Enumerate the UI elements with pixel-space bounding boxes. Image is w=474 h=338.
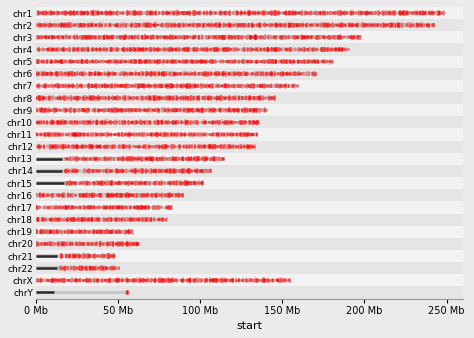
Bar: [36, 92, 463, 104]
Bar: [36, 165, 463, 177]
Bar: [36, 242, 139, 246]
Bar: [36, 43, 463, 55]
Bar: [36, 291, 129, 294]
Bar: [36, 189, 463, 201]
Bar: [36, 262, 463, 274]
Bar: [36, 23, 435, 27]
Bar: [36, 48, 349, 51]
Bar: [36, 72, 317, 76]
Bar: [36, 218, 167, 221]
Bar: [36, 35, 361, 39]
Bar: [36, 121, 259, 124]
Bar: [36, 169, 211, 173]
Bar: [36, 60, 333, 64]
Bar: [36, 177, 463, 189]
Bar: [36, 19, 463, 31]
Bar: [36, 145, 256, 148]
Bar: [36, 230, 133, 234]
Bar: [36, 193, 183, 197]
Bar: [36, 108, 267, 112]
Bar: [36, 96, 275, 100]
Bar: [36, 31, 463, 43]
Bar: [36, 226, 463, 238]
X-axis label: start: start: [237, 321, 262, 331]
Bar: [36, 254, 115, 258]
Bar: [36, 206, 172, 209]
Bar: [36, 157, 225, 161]
Bar: [36, 286, 463, 298]
Bar: [36, 153, 463, 165]
Bar: [36, 128, 463, 141]
Bar: [36, 238, 463, 250]
Bar: [36, 84, 299, 88]
Bar: [36, 104, 463, 116]
Bar: [36, 11, 445, 15]
Bar: [36, 68, 463, 80]
Bar: [36, 80, 463, 92]
Bar: [36, 214, 463, 226]
Bar: [36, 201, 463, 214]
Bar: [36, 181, 203, 185]
Bar: [36, 133, 257, 136]
Bar: [36, 141, 463, 153]
Bar: [36, 274, 463, 286]
Bar: [36, 279, 291, 282]
Bar: [36, 250, 463, 262]
Bar: [36, 55, 463, 68]
Bar: [36, 266, 119, 270]
Bar: [36, 7, 463, 19]
Bar: [36, 116, 463, 128]
